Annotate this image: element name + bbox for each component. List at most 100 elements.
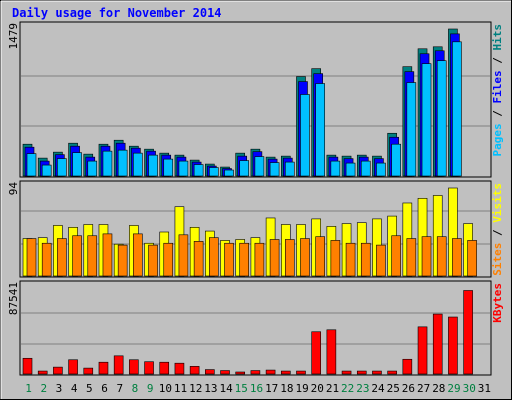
bar-hits-pages-18 bbox=[284, 161, 295, 177]
bar-visits-sites-23 bbox=[360, 242, 371, 277]
bar-hits-pages-13 bbox=[209, 167, 219, 177]
bar-visits-sites-7 bbox=[117, 244, 128, 277]
bar-visits-sites-15 bbox=[239, 242, 250, 277]
side-legend-kbytes: KBytes bbox=[491, 283, 504, 323]
bar-kbytes-kbytes-23 bbox=[356, 370, 367, 375]
bar-visits-sites-27 bbox=[421, 236, 432, 277]
bar-kbytes-kbytes-2 bbox=[37, 370, 48, 375]
x-tick-20: 20 bbox=[311, 382, 324, 395]
bar-kbytes-kbytes-19 bbox=[296, 370, 306, 375]
bar-hits-pages-19 bbox=[300, 94, 310, 177]
x-tick-30: 30 bbox=[463, 382, 476, 395]
x-tick-8: 8 bbox=[132, 382, 139, 395]
bar-visits-sites-1 bbox=[26, 238, 37, 277]
bar-kbytes-kbytes-16 bbox=[250, 370, 261, 375]
side-legend-hits: Pages / Files / Hits bbox=[491, 24, 504, 157]
bar-kbytes-kbytes-6 bbox=[98, 361, 109, 375]
bar-hits-pages-28 bbox=[436, 60, 447, 177]
x-axis-labels: 1 2 3 4 5 6 7 8 9 10 11 12 13 14 15 16 17 18 19 20 21 22 23 24 2… bbox=[25, 382, 491, 395]
bar-hits-pages-2 bbox=[41, 164, 52, 177]
x-tick-19: 19 bbox=[295, 382, 308, 395]
bar-visits-sites-4 bbox=[72, 235, 82, 277]
bar-hits-pages-14 bbox=[224, 169, 234, 177]
bar-kbytes-kbytes-24 bbox=[372, 370, 382, 375]
side-legend-visits: Visits bbox=[491, 183, 504, 223]
side-legend-files: Files bbox=[491, 70, 504, 103]
bar-visits-sites-16 bbox=[254, 242, 265, 277]
bar-hits-pages-5 bbox=[87, 160, 98, 177]
bar-visits-sites-17 bbox=[269, 239, 280, 277]
x-tick-23: 23 bbox=[356, 382, 369, 395]
bar-hits-pages-27 bbox=[421, 63, 432, 177]
bar-kbytes-kbytes-11 bbox=[174, 362, 185, 375]
bar-visits-sites-2 bbox=[41, 242, 52, 277]
bar-hits-pages-24 bbox=[376, 162, 386, 177]
bar-kbytes-kbytes-1 bbox=[22, 357, 33, 375]
bar-kbytes-kbytes-29 bbox=[448, 316, 458, 375]
bar-hits-pages-21 bbox=[330, 160, 341, 177]
bar-visits-sites-20 bbox=[315, 236, 325, 277]
bar-hits-pages-1 bbox=[26, 153, 37, 177]
chart-title: Daily usage for November 2014 bbox=[12, 6, 222, 20]
bar-kbytes-kbytes-7 bbox=[113, 355, 124, 375]
ymax-label-hits: 1479 bbox=[7, 23, 20, 50]
bar-kbytes-kbytes-28 bbox=[432, 313, 443, 375]
bar-kbytes-kbytes-26 bbox=[402, 358, 413, 375]
panel-visits: 94 Sites / Visits bbox=[7, 180, 504, 278]
bar-kbytes-kbytes-25 bbox=[387, 370, 397, 375]
bar-visits-sites-26 bbox=[406, 238, 417, 277]
side-legend-visits: Sites / Visits bbox=[491, 183, 504, 276]
bar-visits-sites-21 bbox=[330, 240, 341, 277]
bar-kbytes-kbytes-9 bbox=[144, 361, 154, 375]
bar-visits-sites-6 bbox=[102, 233, 113, 277]
bar-hits-pages-6 bbox=[102, 150, 113, 177]
bar-visits-sites-10 bbox=[163, 242, 174, 277]
bar-visits-sites-3 bbox=[57, 238, 67, 277]
bar-hits-pages-16 bbox=[254, 156, 265, 177]
bar-hits-pages-23 bbox=[360, 160, 371, 177]
x-tick-21: 21 bbox=[326, 382, 339, 395]
bar-hits-pages-20 bbox=[315, 83, 325, 177]
bar-hits-pages-8 bbox=[133, 152, 143, 177]
x-tick-27: 27 bbox=[417, 382, 430, 395]
bar-kbytes-kbytes-27 bbox=[417, 326, 428, 375]
bar-visits-sites-5 bbox=[87, 235, 98, 277]
bar-hits-pages-22 bbox=[345, 162, 356, 177]
bar-kbytes-kbytes-12 bbox=[189, 366, 200, 375]
side-legend-separator: / bbox=[491, 223, 504, 243]
bar-hits-pages-15 bbox=[239, 160, 250, 177]
x-tick-2: 2 bbox=[40, 382, 47, 395]
side-legend-sites: Sites bbox=[491, 243, 504, 276]
bar-kbytes-kbytes-14 bbox=[220, 370, 230, 375]
bar-visits-sites-11 bbox=[178, 234, 189, 277]
chart-panels: 1479 Pages / Files / Hits 94 Sites / Visits… bbox=[7, 21, 504, 376]
side-legend-pages: Pages bbox=[491, 123, 504, 156]
x-tick-26: 26 bbox=[402, 382, 415, 395]
x-tick-31: 31 bbox=[478, 382, 491, 395]
bar-hits-pages-11 bbox=[178, 160, 189, 177]
bar-kbytes-kbytes-17 bbox=[265, 369, 276, 375]
bar-hits-pages-3 bbox=[57, 158, 67, 177]
bar-kbytes-kbytes-22 bbox=[341, 370, 352, 375]
bar-visits-sites-14 bbox=[224, 242, 234, 277]
bar-kbytes-kbytes-21 bbox=[326, 329, 337, 375]
bar-hits-pages-9 bbox=[148, 154, 158, 177]
bar-hits-pages-25 bbox=[391, 143, 401, 177]
bar-kbytes-kbytes-13 bbox=[205, 369, 215, 375]
x-tick-15: 15 bbox=[235, 382, 248, 395]
x-tick-4: 4 bbox=[71, 382, 78, 395]
x-tick-9: 9 bbox=[147, 382, 154, 395]
bar-hits-pages-26 bbox=[406, 82, 417, 177]
bar-visits-sites-8 bbox=[133, 233, 143, 277]
x-tick-3: 3 bbox=[56, 382, 63, 395]
bar-hits-pages-7 bbox=[117, 149, 128, 177]
bar-visits-sites-13 bbox=[209, 237, 219, 277]
bar-kbytes-kbytes-8 bbox=[129, 359, 139, 375]
bar-kbytes-kbytes-20 bbox=[311, 331, 321, 375]
x-tick-13: 13 bbox=[204, 382, 217, 395]
side-legend-separator: / bbox=[491, 104, 504, 124]
bar-visits-sites-12 bbox=[193, 241, 204, 277]
x-tick-28: 28 bbox=[432, 382, 445, 395]
bar-visits-sites-28 bbox=[436, 236, 447, 277]
